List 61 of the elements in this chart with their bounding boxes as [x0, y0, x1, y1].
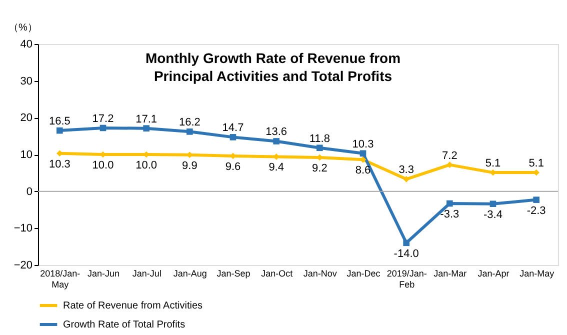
y-tick-label: 0: [26, 186, 32, 198]
y-axis-title: （%）: [8, 22, 38, 34]
point: [316, 154, 323, 161]
point: [403, 240, 410, 246]
data-label: 10.3: [48, 158, 70, 170]
x-tick-label: Jan-Dec: [346, 268, 381, 278]
data-label: 9.9: [182, 160, 198, 172]
y-tick-label: −10: [14, 222, 32, 235]
point: [403, 176, 410, 182]
data-label: 10.0: [136, 160, 158, 172]
data-label: -3.3: [440, 208, 460, 220]
x-tick-label: 2018/Jan-May: [40, 268, 80, 290]
data-label: 9.6: [225, 160, 241, 173]
data-label: -3.4: [484, 208, 502, 221]
data-label: -2.3: [526, 204, 546, 217]
x-tick-label: Jan-Aug: [173, 268, 207, 278]
point: [316, 144, 323, 152]
x-tick-label: Jan-May: [520, 268, 555, 278]
point: [186, 128, 193, 135]
point: [360, 150, 366, 157]
data-label: 10.0: [92, 160, 114, 172]
x-tick-label: Jan-Mar: [434, 268, 467, 278]
y-tick-label: −20: [14, 260, 32, 272]
data-label: 3.3: [398, 164, 414, 176]
data-label: -14.0: [394, 248, 419, 260]
y-tick-label: 30: [20, 75, 32, 88]
data-label: 8.6: [355, 164, 371, 177]
point: [533, 196, 540, 203]
x-tick-label: Jan-Oct: [261, 268, 294, 278]
point: [100, 124, 106, 132]
x-tick-label: Jan-Jun: [87, 268, 120, 278]
data-label: 10.3: [352, 138, 374, 150]
y-tick-label: 40: [20, 38, 32, 50]
text: Monthly Growth Rate of Revenue from Principal Activities and Total Profits: [145, 50, 401, 84]
data-label: 13.6: [266, 126, 288, 138]
legend-label: Growth Rate of Total Profits: [63, 320, 186, 330]
x-tick-label: Jan-Nov: [303, 268, 338, 278]
data-label: 17.1: [136, 113, 158, 126]
legend-label: Rate of Revenue from Activities: [63, 300, 203, 312]
point: [490, 200, 496, 208]
x-tick-label: 2019/Jan-Feb: [386, 268, 427, 290]
y-tick-label: 20: [20, 112, 32, 124]
x-tick-label: Jan-Apr: [478, 268, 510, 278]
data-label: 16.2: [178, 116, 200, 129]
data-label: 5.1: [528, 158, 544, 170]
point: [230, 134, 236, 140]
data-label: 11.8: [309, 132, 330, 145]
point: [56, 127, 63, 134]
data-label: 17.2: [92, 112, 114, 125]
data-label: 14.7: [222, 122, 244, 134]
data-label: 5.1: [485, 158, 501, 170]
x-tick-label: Jan-Jul: [132, 268, 162, 278]
data-label: 16.5: [48, 116, 70, 128]
point: [446, 200, 453, 207]
data-label: 7.2: [442, 150, 458, 162]
data-label: 9.2: [312, 162, 328, 174]
x-tick-label: Jan-Sep: [216, 268, 250, 278]
y-tick-label: 10: [20, 149, 32, 161]
data-label: 9.4: [268, 162, 284, 174]
point: [273, 138, 280, 144]
point: [143, 125, 150, 132]
